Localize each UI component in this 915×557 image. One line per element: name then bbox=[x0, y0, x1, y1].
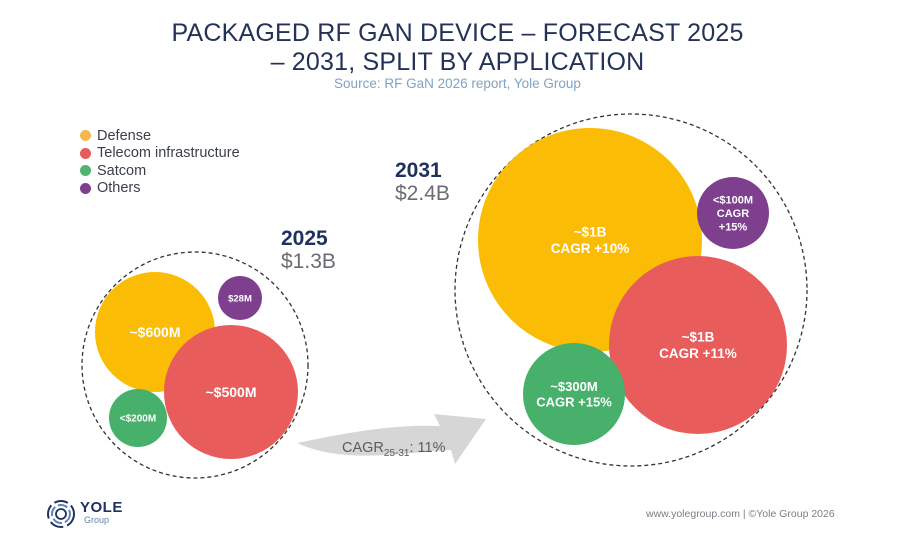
footer-copyright: www.yolegroup.com | ©Yole Group 2026 bbox=[646, 508, 835, 520]
bubble-cagr-label-defense-2031: CAGR +10% bbox=[551, 241, 629, 256]
legend-dot-telecom bbox=[80, 147, 91, 159]
legend-dot-defense bbox=[80, 130, 91, 142]
legend-item-satcom: Satcom bbox=[80, 162, 240, 180]
bubble-cagr-label-others-2031: CAGR bbox=[717, 208, 749, 220]
bubble-value-label-others-2031: <$100M bbox=[713, 195, 753, 207]
chart-source: Source: RF GaN 2026 report, Yole Group bbox=[334, 76, 581, 91]
cagr-label-main: CAGR bbox=[342, 440, 384, 456]
cagr-label-sub: 25-31 bbox=[384, 448, 410, 459]
bubble-value-label-satcom-2031: ~$300M bbox=[550, 379, 597, 394]
yole-logo-icon bbox=[47, 500, 75, 528]
legend-label: Satcom bbox=[97, 162, 147, 179]
legend-dot-satcom bbox=[80, 165, 91, 177]
legend: Defense Telecom infrastructure Satcom Ot… bbox=[80, 127, 240, 197]
legend-label: Others bbox=[97, 180, 141, 197]
legend-item-others: Others bbox=[80, 180, 240, 198]
bubble-others-2031 bbox=[697, 177, 769, 249]
bubble-group-2025: ~$600M $28M ~$500M <$200M bbox=[81, 251, 309, 479]
bubble-value-label-telecom-infrastructure-2025: ~$500M bbox=[206, 384, 257, 400]
bubble-cagr-label-satcom-2031: CAGR +15% bbox=[536, 395, 612, 410]
bubble-value-label-others-2025: $28M bbox=[228, 293, 252, 304]
legend-item-telecom: Telecom infrastructure bbox=[80, 145, 240, 163]
bubble-cagr-label-telecom-infrastructure-2031: CAGR +11% bbox=[659, 346, 737, 361]
bubble-value-label-satcom-2025: <$200M bbox=[120, 414, 156, 425]
legend-label: Defense bbox=[97, 127, 152, 144]
bubble-satcom-2025 bbox=[109, 389, 167, 447]
year-block-2031: 2031 $2.4B bbox=[395, 159, 450, 206]
outer-boundary-2031 bbox=[454, 113, 808, 467]
growth-arrow-label: CAGR25-31: 11% bbox=[342, 440, 446, 459]
bubble-others-2025 bbox=[218, 276, 262, 320]
total-label-2025: $1.3B bbox=[281, 250, 336, 273]
bubble-telecom-infrastructure-2031 bbox=[609, 256, 787, 434]
legend-dot-others bbox=[80, 182, 91, 194]
chart-title-line1: PACKAGED RF GAN DEVICE – FORECAST 2025 bbox=[171, 19, 744, 47]
bubble-telecom-infrastructure-2025 bbox=[164, 325, 298, 459]
year-block-2025: 2025 $1.3B bbox=[281, 227, 336, 274]
total-label-2031: $2.4B bbox=[395, 182, 450, 205]
outer-boundary-2025 bbox=[81, 251, 309, 479]
year-label-2025: 2025 bbox=[281, 227, 328, 250]
legend-label: Telecom infrastructure bbox=[97, 145, 240, 162]
growth-arrow bbox=[297, 414, 486, 464]
bubble-value-label-telecom-infrastructure-2031: ~$1B bbox=[682, 330, 715, 345]
chart-title-line2: – 2031, SPLIT BY APPLICATION bbox=[270, 48, 645, 76]
yole-logo: YOLE Group bbox=[46, 499, 123, 529]
logo-wordmark: YOLE bbox=[80, 499, 123, 516]
bubble-cagr-label-others-2031: +15% bbox=[719, 221, 748, 233]
bubble-satcom-2031 bbox=[523, 343, 625, 445]
year-label-2031: 2031 bbox=[395, 159, 442, 182]
cagr-label-value: : 11% bbox=[409, 440, 445, 456]
bubble-value-label-defense-2025: ~$600M bbox=[130, 324, 181, 340]
logo-subtext: Group bbox=[84, 515, 110, 525]
legend-item-defense: Defense bbox=[80, 127, 240, 145]
bubble-value-label-defense-2031: ~$1B bbox=[574, 225, 607, 240]
